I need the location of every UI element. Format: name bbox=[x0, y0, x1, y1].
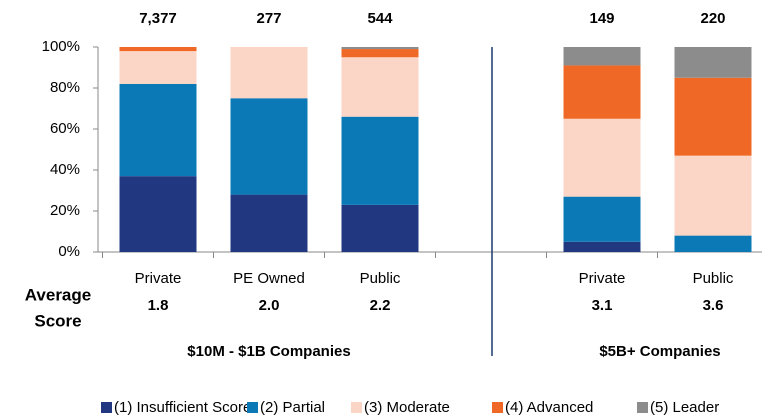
bar-segment bbox=[563, 65, 641, 119]
bar-segment bbox=[341, 204, 419, 252]
average-score: 2.0 bbox=[259, 297, 280, 314]
bar-segment bbox=[341, 49, 419, 58]
count-label: 220 bbox=[700, 10, 725, 27]
legend-swatch bbox=[492, 402, 503, 413]
group-label: $10M - $1B Companies bbox=[187, 343, 350, 360]
bar-segment bbox=[563, 118, 641, 197]
bar-segment bbox=[563, 196, 641, 242]
legend-swatch bbox=[637, 402, 648, 413]
bar-segment bbox=[119, 51, 197, 84]
bar-segment bbox=[119, 47, 197, 52]
x-tick-label: Public bbox=[360, 270, 401, 287]
average-score: 2.2 bbox=[370, 297, 391, 314]
y-tick-label: 60% bbox=[50, 120, 80, 137]
legend-swatch bbox=[247, 402, 258, 413]
y-tick-label: 20% bbox=[50, 202, 80, 219]
bar-segment bbox=[563, 241, 641, 252]
legend-swatch bbox=[351, 402, 362, 413]
legend-label: (5) Leader bbox=[650, 399, 719, 416]
score-label: Score bbox=[34, 311, 81, 330]
count-label: 277 bbox=[256, 10, 281, 27]
bar-segment bbox=[119, 83, 197, 177]
legend-label: (2) Partial bbox=[260, 399, 325, 416]
count-label: 149 bbox=[589, 10, 614, 27]
bar-segment bbox=[674, 77, 752, 156]
bar-segment bbox=[563, 47, 641, 66]
score-label: Average bbox=[25, 285, 91, 304]
bar-segment bbox=[230, 98, 308, 195]
legend-swatch bbox=[101, 402, 112, 413]
group-label: $5B+ Companies bbox=[599, 343, 720, 360]
y-tick-label: 100% bbox=[42, 38, 80, 55]
y-tick-label: 80% bbox=[50, 79, 80, 96]
bar-segment bbox=[341, 47, 419, 50]
legend-label: (4) Advanced bbox=[505, 399, 593, 416]
x-tick-label: Private bbox=[579, 270, 626, 287]
bar-segment bbox=[341, 116, 419, 205]
count-label: 544 bbox=[367, 10, 393, 27]
bar-segment bbox=[674, 155, 752, 236]
legend-label: (1) Insufficient Score bbox=[114, 399, 251, 416]
bar-segment bbox=[674, 235, 752, 252]
legend-label: (3) Moderate bbox=[364, 399, 450, 416]
average-score: 1.8 bbox=[148, 297, 169, 314]
bar-segment bbox=[341, 57, 419, 117]
x-tick-label: Public bbox=[693, 270, 734, 287]
bar-segment bbox=[674, 47, 752, 78]
x-tick-label: PE Owned bbox=[233, 270, 305, 287]
bar-segment bbox=[230, 47, 308, 99]
bar-segment bbox=[230, 194, 308, 252]
bar-segment bbox=[119, 176, 197, 252]
count-label: 7,377 bbox=[139, 10, 177, 27]
average-score: 3.6 bbox=[703, 297, 724, 314]
average-score: 3.1 bbox=[592, 297, 613, 314]
y-tick-label: 40% bbox=[50, 161, 80, 178]
x-tick-label: Private bbox=[135, 270, 182, 287]
y-tick-label: 0% bbox=[58, 243, 80, 260]
